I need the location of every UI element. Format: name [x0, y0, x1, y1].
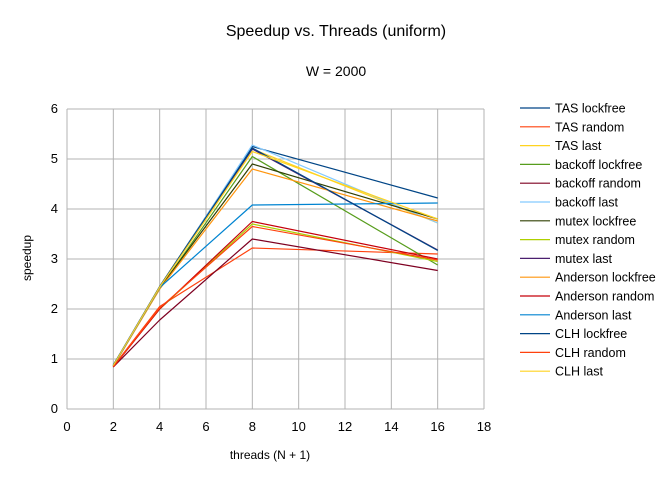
legend-label: Anderson lockfree [555, 271, 656, 285]
x-tick-label: 18 [477, 419, 491, 434]
x-tick-label: 12 [338, 419, 352, 434]
legend-label: TAS lockfree [555, 102, 626, 116]
legend: TAS lockfree TAS random TAS last backoff lo… [520, 102, 656, 379]
series-line-4 [112, 155, 439, 366]
series-line-15 [112, 150, 438, 366]
legend-label: Anderson last [555, 308, 632, 322]
y-tick-label: 6 [51, 101, 58, 116]
gridlines [66, 108, 485, 410]
x-tick-label: 10 [291, 419, 305, 434]
series-line-7 [112, 163, 438, 366]
x-tick-label: 14 [384, 419, 398, 434]
y-tick-label: 3 [51, 251, 58, 266]
x-tick-label: 2 [110, 419, 117, 434]
y-axis-label: speedup [20, 235, 34, 281]
legend-label: TAS random [555, 120, 624, 134]
x-axis-label: threads (N + 1) [230, 448, 310, 462]
series-line-5 [112, 238, 438, 368]
legend-label: Anderson random [555, 290, 654, 304]
chart-subtitle: W = 2000 [306, 63, 367, 79]
x-tick-label: 16 [430, 419, 444, 434]
legend-label: mutex random [555, 233, 635, 247]
series-line-8 [112, 223, 438, 367]
chart-title: Speedup vs. Threads (uniform) [226, 23, 446, 40]
series-line-1 [112, 145, 438, 366]
x-tick-label: 6 [202, 419, 209, 434]
y-tick-label: 0 [51, 401, 58, 416]
series-line-10 [112, 168, 438, 367]
legend-label: TAS last [555, 139, 602, 153]
legend-label: CLH lockfree [555, 327, 627, 341]
legend-label: backoff last [555, 196, 619, 210]
series-line-14 [112, 225, 438, 367]
y-tick-label: 1 [51, 351, 58, 366]
y-tick-label: 2 [51, 301, 58, 316]
series-line-3 [112, 148, 438, 367]
series-line-9 [112, 148, 438, 367]
legend-label: CLH last [555, 365, 603, 379]
y-tick-label: 4 [51, 201, 58, 216]
legend-label: backoff random [555, 177, 641, 191]
series-lines [112, 144, 439, 368]
x-tick-label: 8 [249, 419, 256, 434]
legend-label: backoff lockfree [555, 158, 642, 172]
series-line-6 [112, 144, 438, 366]
x-tick-label: 0 [63, 419, 70, 434]
y-tick-label: 5 [51, 151, 58, 166]
x-tick-label: 4 [156, 419, 163, 434]
legend-label: mutex lockfree [555, 214, 636, 228]
legend-label: CLH random [555, 346, 626, 360]
legend-label: mutex last [555, 252, 612, 266]
series-line-13 [112, 147, 438, 366]
